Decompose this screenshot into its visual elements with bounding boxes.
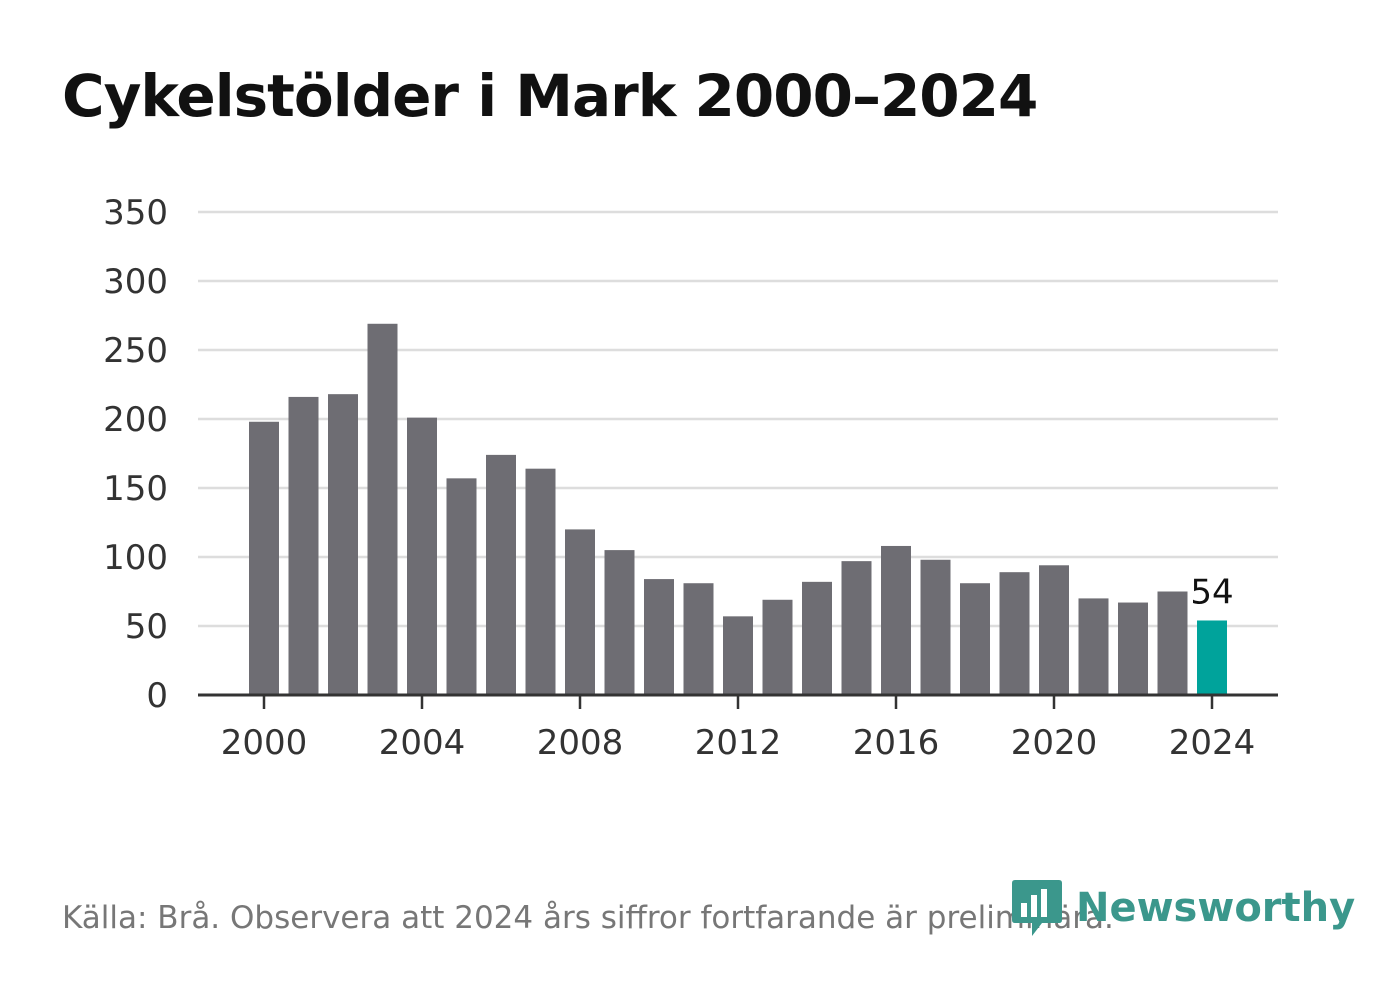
bar-2011 <box>683 583 714 695</box>
y-tick-label-0: 0 <box>146 676 168 716</box>
y-tick-label-300: 300 <box>103 262 168 302</box>
bar-2006 <box>486 454 516 695</box>
bar-2007 <box>525 468 556 695</box>
bar-2012 <box>723 616 753 695</box>
brand-name: Newsworthy <box>1076 885 1356 931</box>
bar-2008 <box>565 529 595 695</box>
bar-2005 <box>446 478 477 695</box>
x-axis <box>198 693 1278 709</box>
bar-2020 <box>1039 565 1069 695</box>
y-tick-label-50: 50 <box>125 607 168 647</box>
y-tick-label-150: 150 <box>103 469 168 509</box>
bar-2002 <box>328 394 358 695</box>
bar-2003 <box>367 323 398 695</box>
y-axis-labels: 0 50 100 150 200 250 300 350 <box>103 193 168 716</box>
x-tick-label-2016: 2016 <box>853 723 940 763</box>
x-tick-label-2000: 2000 <box>221 723 308 763</box>
bar-2021 <box>1078 598 1109 695</box>
x-tick-label-2020: 2020 <box>1011 723 1098 763</box>
x-axis-labels: 2000 2004 2008 2012 2016 2020 2024 <box>221 723 1256 763</box>
data-label-2024: 54 <box>1190 572 1233 612</box>
bar-2013 <box>762 599 793 695</box>
bar-2014 <box>802 581 832 695</box>
chart-title: Cykelstölder i Mark 2000–2024 <box>62 62 1038 130</box>
source-note: Källa: Brå. Observera att 2024 års siffr… <box>62 900 1114 936</box>
x-tick-label-2004: 2004 <box>379 723 466 763</box>
x-tick-label-2008: 2008 <box>537 723 624 763</box>
y-tick-label-200: 200 <box>103 400 168 440</box>
newsworthy-logo-icon <box>1012 880 1062 936</box>
bar-2023 <box>1157 591 1188 695</box>
bar-2022 <box>1118 602 1148 695</box>
bar-2000 <box>249 421 279 695</box>
bar-2018 <box>960 583 990 695</box>
bar-2017 <box>920 559 951 695</box>
annotations: 54 <box>1190 572 1233 612</box>
brand[interactable]: Newsworthy <box>1012 880 1355 936</box>
y-tick-label-350: 350 <box>103 193 168 233</box>
x-tick-label-2012: 2012 <box>695 723 782 763</box>
bar-2015 <box>841 561 872 695</box>
y-tick-label-250: 250 <box>103 331 168 371</box>
bar-2024 <box>1197 620 1227 695</box>
bar-2004 <box>407 417 437 695</box>
bar-2001 <box>288 396 319 695</box>
y-tick-label-100: 100 <box>103 538 168 578</box>
bar-2016 <box>881 545 911 695</box>
bar-2010 <box>644 579 674 695</box>
gridlines <box>198 210 1278 628</box>
x-tick-label-2024: 2024 <box>1169 723 1256 763</box>
bars <box>249 323 1227 695</box>
bar-2009 <box>604 550 635 695</box>
bar-2019 <box>999 572 1030 695</box>
